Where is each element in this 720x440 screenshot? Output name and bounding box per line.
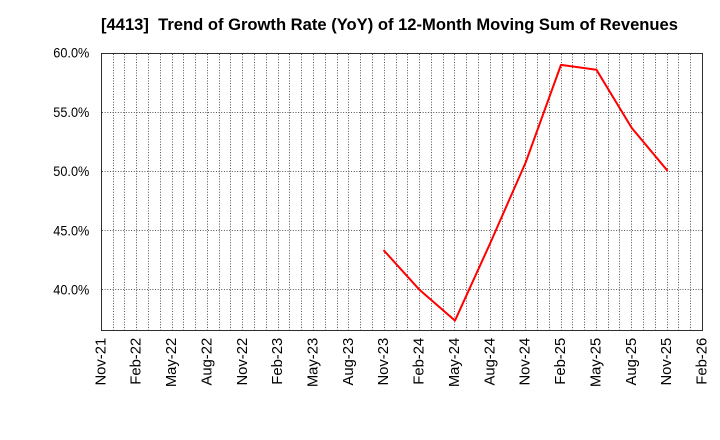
svg-text:Nov-23: Nov-23 (376, 338, 392, 386)
svg-text:Nov-24: Nov-24 (518, 338, 534, 386)
svg-text:Nov-21: Nov-21 (93, 338, 109, 386)
svg-text:Nov-22: Nov-22 (235, 338, 251, 386)
svg-text:Aug-25: Aug-25 (624, 338, 640, 386)
svg-text:Feb-24: Feb-24 (412, 338, 428, 385)
svg-text:60.0%: 60.0% (53, 45, 89, 61)
svg-text:Feb-25: Feb-25 (553, 338, 569, 385)
svg-text:[4413] Trend of Growth Rate (: [4413] Trend of Growth Rate (YoY) of 12-… (101, 16, 678, 34)
svg-text:Aug-23: Aug-23 (341, 338, 357, 386)
svg-text:55.0%: 55.0% (53, 104, 89, 120)
svg-text:May-22: May-22 (164, 338, 180, 387)
svg-text:May-24: May-24 (447, 338, 463, 387)
svg-text:Feb-22: Feb-22 (129, 338, 145, 385)
svg-text:Feb-26: Feb-26 (695, 338, 711, 385)
svg-text:45.0%: 45.0% (53, 222, 89, 238)
svg-text:May-23: May-23 (306, 338, 322, 387)
svg-text:Feb-23: Feb-23 (270, 338, 286, 385)
svg-text:50.0%: 50.0% (53, 163, 89, 179)
svg-text:May-25: May-25 (588, 338, 604, 387)
svg-text:Nov-25: Nov-25 (659, 338, 675, 386)
svg-text:Aug-24: Aug-24 (482, 338, 498, 386)
svg-text:Aug-22: Aug-22 (199, 338, 215, 386)
svg-text:40.0%: 40.0% (53, 282, 89, 298)
